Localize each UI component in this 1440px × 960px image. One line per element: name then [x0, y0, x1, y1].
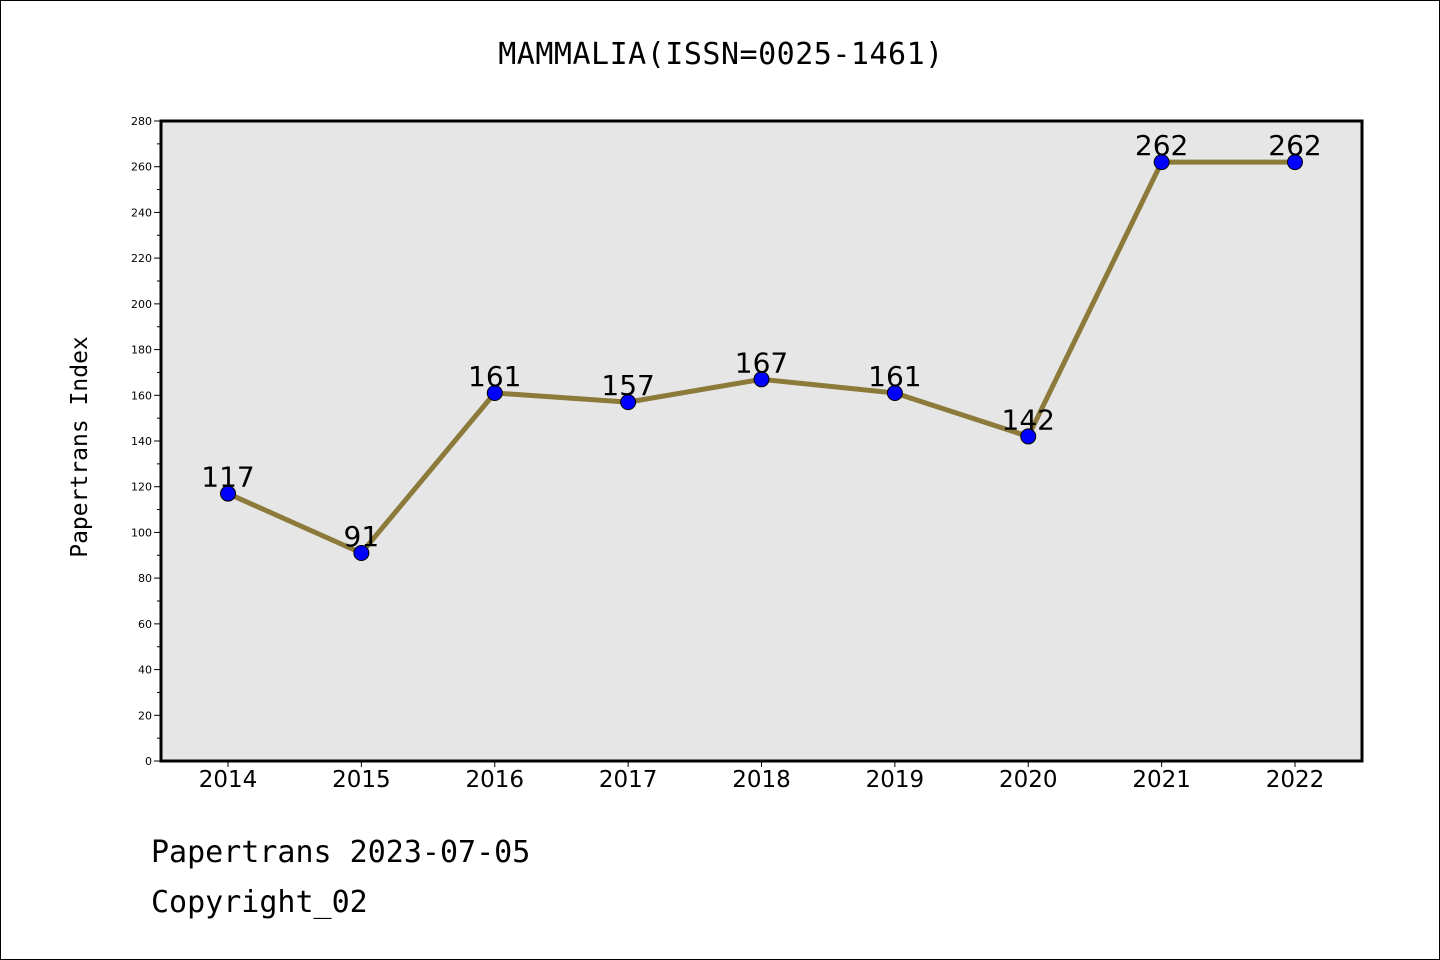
- y-tick-label: 120: [131, 481, 152, 494]
- chart-title: MAMMALIA(ISSN=0025-1461): [498, 37, 944, 72]
- data-label: 161: [468, 360, 521, 393]
- y-tick-label: 60: [138, 618, 152, 631]
- y-tick-label: 0: [145, 755, 152, 768]
- y-tick-label: 180: [131, 344, 152, 357]
- x-tick-label: 2016: [465, 767, 524, 793]
- y-tick-label: 80: [138, 572, 152, 585]
- data-point: [1287, 154, 1303, 171]
- data-label: 262: [1268, 129, 1321, 162]
- y-tick-label: 220: [131, 252, 152, 265]
- data-point: [1020, 428, 1037, 445]
- x-tick-label: 2019: [866, 767, 925, 793]
- y-tick-label: 160: [131, 389, 152, 402]
- data-labels: 117 91 161 157 167 161 142 262 262: [201, 129, 1321, 553]
- y-tick-label: 280: [131, 115, 152, 128]
- data-point: [1153, 154, 1170, 171]
- plot-area: [161, 121, 1362, 761]
- data-label: 167: [735, 346, 788, 379]
- data-label: 157: [601, 369, 654, 402]
- data-point: [220, 485, 236, 502]
- data-label: 117: [201, 461, 254, 494]
- data-point: [753, 371, 770, 388]
- data-label: 262: [1135, 129, 1188, 162]
- y-tick-label: 100: [131, 526, 152, 539]
- footer-copyright: Copyright_02: [151, 885, 368, 920]
- y-tick-label: 260: [131, 161, 152, 174]
- x-tick-label: 2015: [332, 767, 391, 793]
- x-tick-label: 2022: [1266, 767, 1325, 793]
- plot-frame: [159, 119, 1364, 763]
- y-tick-label: 200: [131, 298, 152, 311]
- x-tick-label: 2017: [599, 767, 658, 793]
- y-tick-label: 240: [131, 206, 152, 219]
- data-point: [486, 385, 503, 401]
- y-tick-label: 20: [138, 709, 152, 722]
- y-axis-label: Papertrans Index: [67, 336, 93, 558]
- data-label: 161: [868, 360, 921, 393]
- data-point: [620, 394, 637, 411]
- x-tick-label: 2020: [999, 767, 1058, 793]
- footer-date: Papertrans 2023-07-05: [151, 835, 531, 870]
- data-point: [353, 545, 370, 561]
- data-label: 142: [1002, 403, 1055, 436]
- y-tick-label: 40: [138, 664, 152, 677]
- data-label: 91: [344, 520, 380, 553]
- x-axis-ticks: 2014 2015 2016 2017 2018 2019 2020 2021 2022: [199, 761, 1325, 793]
- y-axis-ticks: 0 20 40 60 80 100 120 140 160 180 200 220 240 260 280: [131, 115, 161, 768]
- x-tick-label: 2021: [1132, 767, 1191, 793]
- y-tick-label: 140: [131, 435, 152, 448]
- x-tick-label: 2014: [199, 767, 258, 793]
- x-tick-label: 2018: [732, 767, 791, 793]
- series-points: [220, 154, 1303, 561]
- data-point: [886, 385, 903, 401]
